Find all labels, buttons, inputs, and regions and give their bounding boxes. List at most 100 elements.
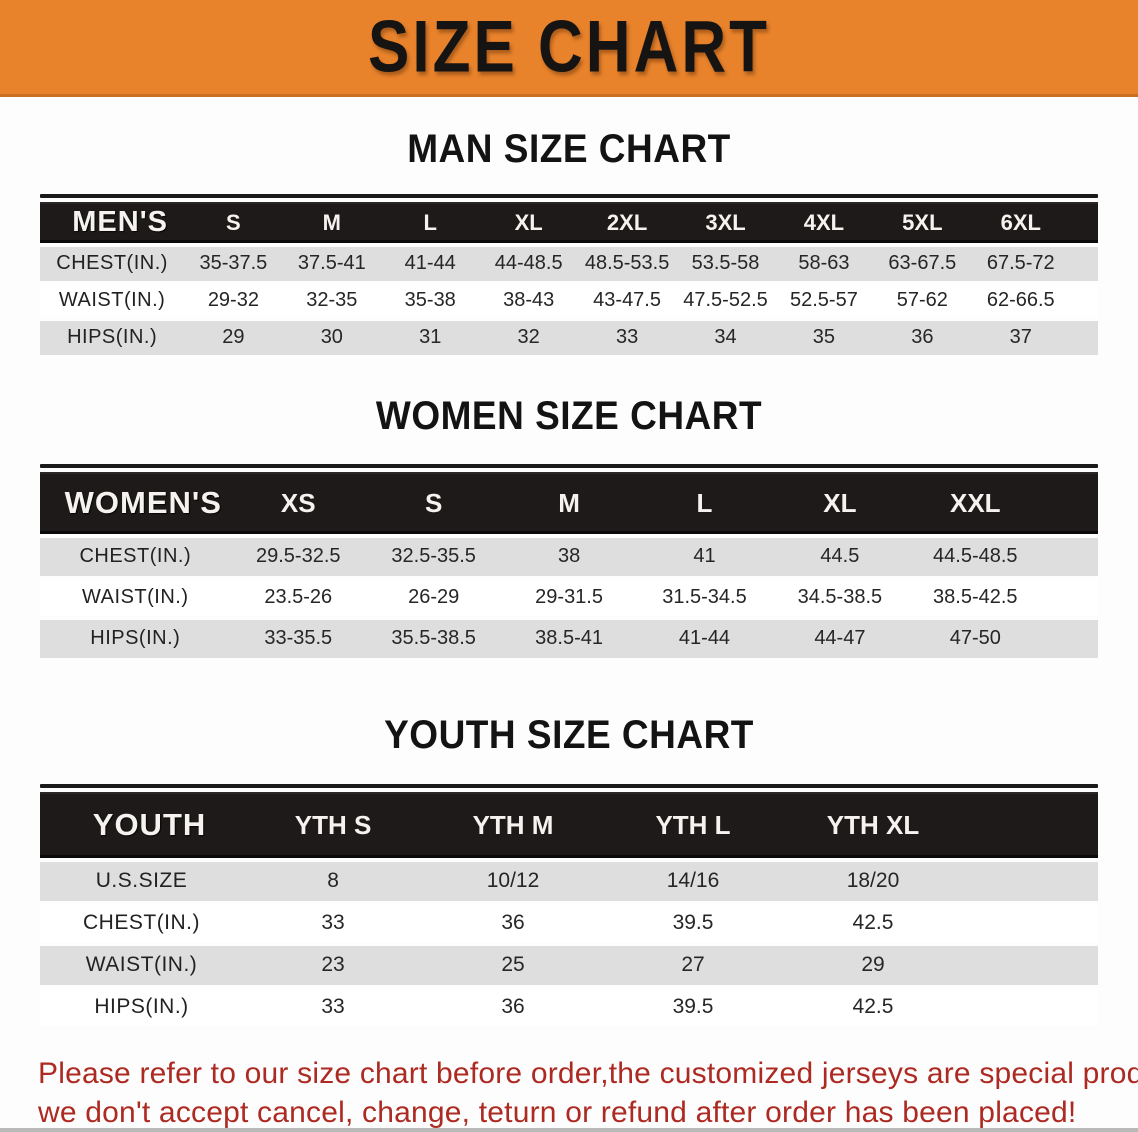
size-value: 44-48.5	[494, 252, 563, 274]
column-header: L	[696, 487, 713, 518]
size-value: 33-35.5	[264, 627, 333, 649]
size-value: 8	[327, 869, 339, 892]
size-value: 34	[714, 326, 737, 348]
size-value: 63-67.5	[888, 252, 957, 274]
size-value: 23.5-26	[264, 586, 333, 608]
footer-line-2: we don't accept cancel, change, teturn o…	[38, 1096, 1077, 1129]
row-label: CHEST(IN.)	[79, 545, 192, 567]
size-value: 29	[861, 953, 885, 976]
column-header: L	[423, 209, 437, 235]
row-label: WAIST(IN.)	[85, 953, 198, 976]
size-value: 44.5	[820, 545, 860, 567]
size-value: 33	[321, 911, 345, 934]
size-value: 35-37.5	[199, 252, 268, 274]
column-header: S	[226, 209, 241, 235]
column-header: XL	[514, 209, 543, 235]
table-header-label: MEN'S	[72, 206, 168, 238]
size-value: 48.5-53.5	[584, 252, 670, 274]
column-header: 4XL	[803, 209, 845, 235]
section-heading-women: WOMEN SIZE CHART	[375, 393, 763, 438]
size-value: 35-38	[404, 289, 456, 311]
size-value: 31	[419, 326, 442, 348]
size-value: 37	[1009, 326, 1032, 348]
size-value: 27	[681, 953, 705, 976]
column-header: YTH S	[294, 809, 372, 840]
column-header: XL	[823, 487, 857, 518]
table-top-rule	[40, 194, 1098, 198]
size-value: 10/12	[486, 869, 540, 892]
size-value: 43-47.5	[593, 289, 661, 311]
table-header-label: YOUTH	[92, 807, 207, 842]
size-section-women: WOMEN SIZE CHART WOMEN'S XS S M L XL XXL CHEST(I…	[0, 393, 1138, 657]
size-chart-banner: SIZE CHART	[0, 0, 1138, 97]
column-header: 6XL	[1000, 209, 1041, 235]
table-row: U.S.SIZE 8 10/12 14/16 18/20	[40, 862, 1098, 900]
size-value: 41	[693, 545, 716, 567]
size-value: 38	[557, 545, 581, 567]
size-value: 33	[615, 326, 639, 348]
size-value: 35	[812, 326, 836, 348]
footer-line-1: Please refer to our size chart before or…	[38, 1057, 1138, 1090]
table-top-rule	[40, 464, 1098, 468]
size-value: 35.5-38.5	[391, 627, 476, 649]
table-row: CHEST(IN.) 29.5-32.5 32.5-35.5 38 41 44.5 44.5…	[40, 538, 1098, 575]
row-label: CHEST(IN.)	[83, 911, 201, 934]
table-row: HIPS(IN.) 33-35.5 35.5-38.5 38.5-41 41-44 44-…	[40, 620, 1098, 657]
section-heading-youth: YOUTH SIZE CHART	[384, 712, 754, 757]
size-value: 29	[222, 326, 245, 348]
size-value: 38-43	[503, 289, 555, 311]
table-row: WAIST(IN.) 23.5-26 26-29 29-31.5 31.5-34.5 34…	[40, 579, 1098, 616]
size-value: 29-31.5	[535, 586, 603, 608]
size-value: 32	[517, 326, 540, 348]
table-row: WAIST(IN.) 23 25 27 29	[40, 946, 1098, 984]
size-value: 14/16	[666, 869, 720, 892]
size-value: 47-50	[949, 627, 1001, 649]
column-header: 2XL	[606, 209, 648, 235]
women-size-table: WOMEN'S XS S M L XL XXL CHEST(IN.) 29.5-32.5 32.5…	[40, 464, 1098, 657]
size-value: 41-44	[404, 252, 456, 274]
size-value: 42.5	[852, 995, 894, 1018]
row-label: WAIST(IN.)	[58, 289, 166, 311]
column-header: M	[558, 487, 580, 518]
size-value: 32-35	[306, 289, 358, 311]
row-label: HIPS(IN.)	[90, 627, 181, 649]
men-size-table: MEN'S S M L XL 2XL 3XL 4XL 5XL 6XL CHEST(IN.) 35-37…	[40, 194, 1098, 354]
row-label: U.S.SIZE	[95, 869, 188, 892]
table-row: HIPS(IN.) 33 36 39.5 42.5	[40, 988, 1098, 1026]
table-row: HIPS(IN.) 29 30 31 32 33 34 35 36 37	[40, 321, 1098, 354]
row-label: HIPS(IN.)	[94, 995, 189, 1018]
size-value: 30	[320, 326, 343, 348]
column-header: YTH L	[655, 809, 731, 840]
size-value: 33	[321, 995, 345, 1018]
banner-title: SIZE CHART	[368, 6, 770, 88]
size-value: 34.5-38.5	[797, 586, 883, 608]
size-value: 25	[501, 953, 525, 976]
size-value: 38.5-41	[535, 627, 603, 649]
table-header-row: WOMEN'S XS S M L XL XXL	[40, 472, 1098, 534]
column-header: XXL	[950, 487, 1001, 518]
size-value: 44-47	[814, 627, 866, 649]
size-value: 44.5-48.5	[933, 545, 1018, 567]
column-header: 3XL	[705, 209, 746, 235]
column-header: YTH M	[472, 809, 554, 840]
size-value: 53.5-58	[691, 252, 760, 274]
row-label: WAIST(IN.)	[82, 586, 189, 608]
bottom-edge-rule	[0, 1128, 1138, 1132]
size-value: 67.5-72	[986, 252, 1055, 274]
size-value: 39.5	[672, 995, 714, 1018]
size-value: 36	[911, 326, 934, 348]
size-value: 36	[501, 911, 525, 934]
size-value: 42.5	[852, 911, 894, 934]
size-value: 62-66.5	[986, 289, 1055, 311]
size-value: 36	[501, 995, 525, 1018]
size-value: 26-29	[408, 586, 460, 608]
size-value: 57-62	[896, 289, 948, 311]
column-header: S	[425, 487, 443, 518]
size-chart-sections: MAN SIZE CHART MEN'S S M L XL 2XL 3XL 4XL 5XL 6XL C…	[0, 126, 1138, 1026]
table-header-label: WOMEN'S	[64, 485, 222, 520]
column-header: YTH XL	[826, 809, 920, 840]
size-value: 23	[321, 953, 345, 976]
size-value: 37.5-41	[297, 252, 366, 274]
size-value: 29-32	[207, 289, 259, 311]
table-row: CHEST(IN.) 35-37.5 37.5-41 41-44 44-48.5 48.5…	[40, 247, 1098, 280]
